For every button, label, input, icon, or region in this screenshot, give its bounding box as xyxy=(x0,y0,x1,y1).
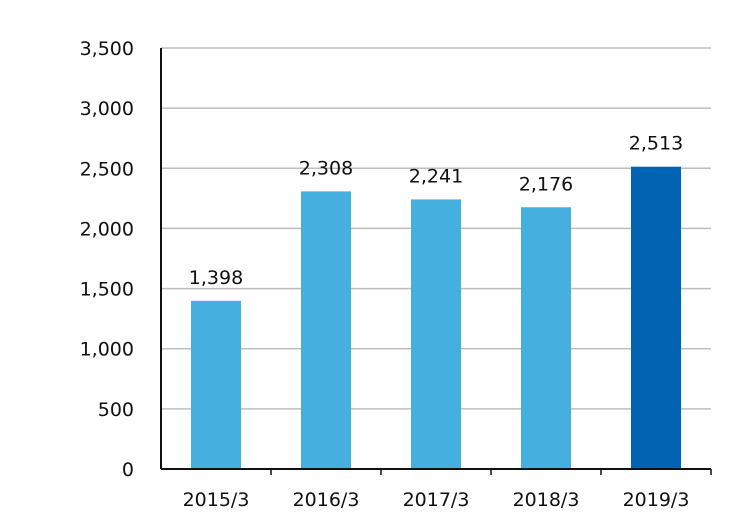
y-tick-label: 1,500 xyxy=(80,279,134,301)
axes xyxy=(160,48,712,475)
y-tick-label: 1,000 xyxy=(80,339,134,361)
y-tick-label: 2,500 xyxy=(80,158,134,180)
x-tick-label: 2019/3 xyxy=(623,489,690,511)
y-tick-label: 3,000 xyxy=(80,98,134,120)
bar-2017/3 xyxy=(411,199,461,470)
data-label: 2,308 xyxy=(299,157,353,179)
bar-2019/3 xyxy=(631,166,681,470)
labels: 0 500 1,000 1,500 2,000 2,500 3,000 3,500 1,398 2… xyxy=(80,38,690,511)
data-label: 1,398 xyxy=(189,267,243,289)
x-tick-label: 2016/3 xyxy=(293,489,360,511)
x-tick-label: 2018/3 xyxy=(513,489,580,511)
y-tick-label: 3,500 xyxy=(80,38,134,60)
bar-2018/3 xyxy=(521,207,571,469)
data-label: 2,176 xyxy=(519,173,573,195)
x-tick-label: 2015/3 xyxy=(183,489,250,511)
data-label: 2,513 xyxy=(629,133,683,155)
bar-2016/3 xyxy=(301,191,351,470)
bars xyxy=(191,166,681,470)
x-tick-label: 2017/3 xyxy=(403,489,470,511)
y-tick-label: 500 xyxy=(98,399,134,421)
y-tick-label: 0 xyxy=(122,459,134,481)
y-tick-label: 2,000 xyxy=(80,218,134,240)
data-label: 2,241 xyxy=(409,165,463,187)
bar-2015/3 xyxy=(191,300,241,469)
